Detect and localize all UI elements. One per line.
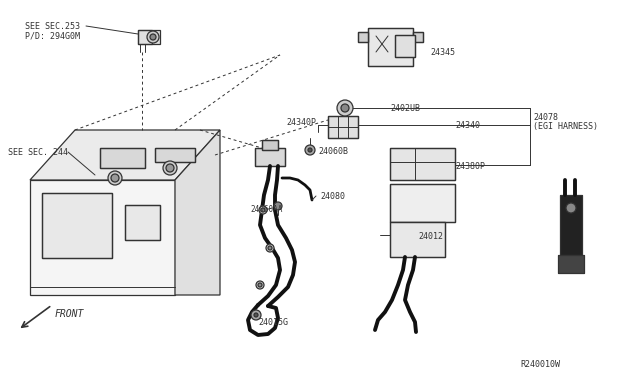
- Bar: [262, 140, 278, 150]
- Bar: [255, 148, 285, 166]
- Bar: [558, 255, 584, 273]
- Bar: [390, 148, 455, 180]
- Text: P/D: 294G0M: P/D: 294G0M: [25, 31, 80, 40]
- Circle shape: [163, 161, 177, 175]
- Circle shape: [566, 203, 576, 213]
- Bar: [390, 222, 445, 257]
- Text: 24345: 24345: [430, 48, 455, 57]
- Bar: [42, 193, 112, 258]
- Circle shape: [166, 164, 174, 172]
- Bar: [395, 35, 415, 57]
- Circle shape: [337, 100, 353, 116]
- Circle shape: [111, 174, 119, 182]
- Circle shape: [308, 148, 312, 152]
- Text: 24340P: 24340P: [286, 118, 316, 127]
- Text: SEE SEC. 244: SEE SEC. 244: [8, 148, 68, 157]
- Bar: [558, 255, 584, 273]
- Text: 24380P: 24380P: [455, 162, 485, 171]
- Bar: [42, 193, 112, 258]
- Polygon shape: [30, 180, 175, 295]
- Circle shape: [147, 31, 159, 43]
- Text: 24340: 24340: [455, 121, 480, 130]
- Text: 24015G: 24015G: [258, 318, 288, 327]
- Text: 2402UB: 2402UB: [390, 104, 420, 113]
- Bar: [138, 30, 160, 44]
- Text: 24080: 24080: [320, 192, 345, 201]
- Circle shape: [150, 34, 156, 40]
- Bar: [560, 195, 582, 255]
- Polygon shape: [30, 130, 220, 180]
- Bar: [138, 30, 152, 44]
- Circle shape: [268, 246, 272, 250]
- Text: 24060B: 24060B: [318, 147, 348, 156]
- Circle shape: [274, 202, 282, 210]
- Bar: [358, 32, 368, 42]
- Circle shape: [259, 206, 267, 214]
- Circle shape: [341, 104, 349, 112]
- Text: 24060AA: 24060AA: [250, 205, 282, 214]
- Bar: [390, 148, 455, 180]
- Bar: [560, 195, 582, 255]
- Bar: [328, 116, 358, 138]
- Bar: [125, 205, 160, 240]
- Text: (EGI HARNESS): (EGI HARNESS): [533, 122, 598, 131]
- Circle shape: [256, 281, 264, 289]
- Bar: [390, 222, 445, 257]
- Text: 24012: 24012: [418, 232, 443, 241]
- Bar: [390, 184, 455, 222]
- Circle shape: [261, 208, 265, 212]
- Bar: [328, 116, 358, 138]
- Circle shape: [108, 171, 122, 185]
- Circle shape: [254, 313, 258, 317]
- Bar: [368, 28, 413, 66]
- Bar: [413, 32, 423, 42]
- Text: FRONT: FRONT: [55, 309, 84, 319]
- Bar: [255, 148, 285, 166]
- Bar: [413, 32, 423, 42]
- Circle shape: [266, 244, 274, 252]
- Circle shape: [251, 310, 261, 320]
- Text: 24078: 24078: [533, 113, 558, 122]
- Bar: [125, 205, 160, 240]
- Polygon shape: [175, 130, 220, 295]
- Text: SEE SEC.253: SEE SEC.253: [25, 22, 80, 31]
- Bar: [395, 35, 415, 57]
- Polygon shape: [100, 148, 145, 168]
- Circle shape: [305, 145, 315, 155]
- Polygon shape: [155, 148, 195, 162]
- Bar: [390, 184, 455, 222]
- Bar: [262, 140, 278, 150]
- Circle shape: [258, 283, 262, 287]
- Text: R240010W: R240010W: [520, 360, 560, 369]
- Bar: [358, 32, 368, 42]
- Bar: [368, 28, 413, 66]
